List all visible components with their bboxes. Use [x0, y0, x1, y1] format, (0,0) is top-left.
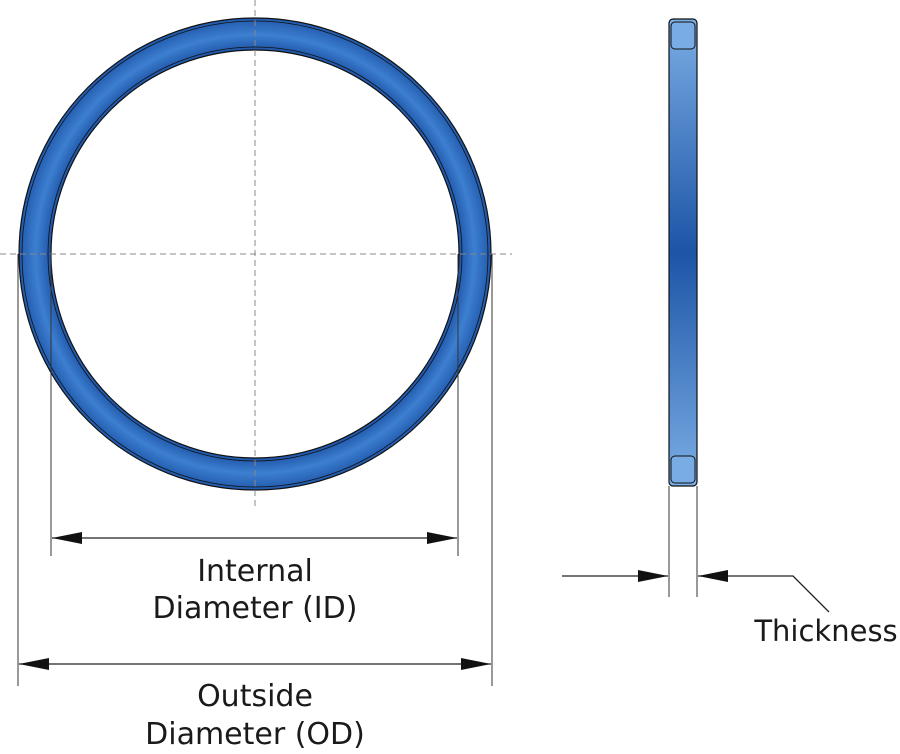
side-view-top-cap: [670, 21, 696, 50]
arrowhead-right-icon: [427, 532, 457, 544]
arrowhead-right-icon: [461, 658, 491, 670]
side-view-body: [668, 18, 698, 487]
outside-diameter-label-line2: Diameter (OD): [145, 717, 365, 752]
thickness-dimension: [562, 570, 830, 613]
arrowhead-left-icon: [698, 570, 728, 582]
outside-diameter-label-line1: Outside: [197, 679, 313, 714]
internal-diameter-dimension: [52, 532, 457, 544]
outside-diameter-dimension: [19, 658, 491, 670]
side-view-bottom-cap: [670, 455, 696, 484]
arrowhead-left-icon: [52, 532, 82, 544]
arrowhead-left-icon: [19, 658, 49, 670]
thickness-label: Thickness: [753, 614, 897, 648]
washer-side-view: [668, 18, 698, 487]
internal-diameter-label-line1: Internal: [197, 554, 313, 589]
arrowhead-right-icon: [638, 570, 668, 582]
internal-diameter-label-line2: Diameter (ID): [153, 591, 358, 626]
